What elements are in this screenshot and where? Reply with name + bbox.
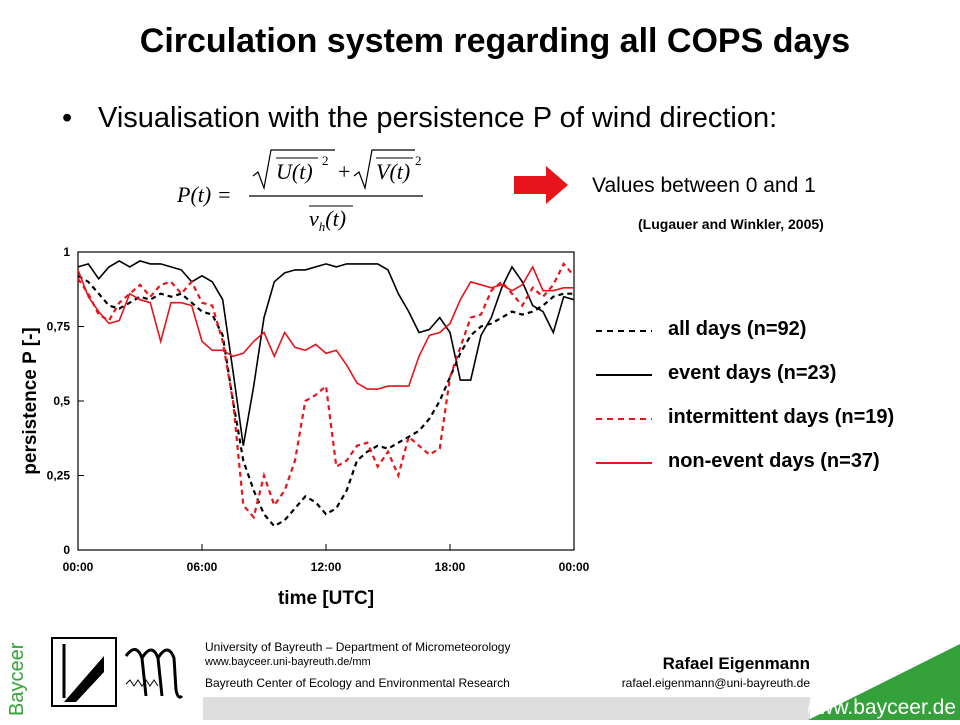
footer-info: University of Bayreuth – Department of M… (205, 640, 510, 691)
bullet-point: • Visualisation with the persistence P of… (62, 102, 777, 135)
series-lines (77, 259, 575, 528)
x-tick-label: 06:00 (187, 560, 218, 574)
values-range-note: Values between 0 and 1 (592, 174, 816, 197)
legend-swatch (596, 374, 652, 376)
formula-denominator: vh(t) (309, 206, 346, 234)
plot-frame (77, 251, 575, 551)
x-tick-label: 00:00 (63, 560, 94, 574)
series-line-1 (77, 274, 574, 528)
y-tick-label: 0,5 (53, 394, 70, 408)
bullet-text: Visualisation with the persistence P of … (98, 102, 778, 134)
citation: (Lugauer and Winkler, 2005) (638, 216, 824, 232)
y-axis: 0 0,25 0,5 0,75 1 (47, 245, 84, 557)
sqrt-sign-u (252, 149, 335, 191)
footer-institution: University of Bayreuth – Department of M… (205, 640, 511, 654)
persistence-chart: 0 0,25 0,5 0,75 1 00:00 06:00 12:00 18:00 00:00 … (0, 238, 600, 618)
bullet-dot: • (62, 102, 73, 134)
legend-swatch (596, 462, 652, 464)
formula-lhs: P(t) = (176, 182, 232, 207)
legend-swatch (596, 330, 652, 332)
y-tick-label: 0,25 (47, 469, 71, 483)
legend-swatch (596, 418, 652, 420)
y-tick-label: 0 (63, 543, 70, 557)
formula-exp-v: 2 (415, 153, 422, 168)
footer-grey-band (203, 697, 810, 720)
persistence-formula: P(t) = U(t) 2 + V(t) 2 vh(t) (175, 148, 425, 238)
x-tick-label: 12:00 (311, 560, 342, 574)
formula-plus: + (338, 159, 350, 184)
green-triangle (808, 644, 960, 720)
x-axis-label: time [UTC] (278, 588, 374, 609)
logo-m-glyph (124, 648, 184, 699)
series-line-2 (77, 259, 575, 446)
logo-diagonal (64, 656, 104, 702)
y-axis-label: persistence P [-] (20, 327, 41, 474)
x-tick-label: 00:00 (559, 560, 590, 574)
y-tick-label: 1 (63, 245, 70, 259)
y-tick-label: 0,75 (47, 320, 71, 334)
arrow-right-icon (514, 166, 568, 204)
footer-department-url[interactable]: www.bayceer.uni-bayreuth.de/mm (205, 656, 371, 668)
legend-label: intermittent days (n=19) (668, 406, 895, 428)
author-name: Rafael Eigenmann (662, 654, 810, 673)
arrow-shape (514, 166, 568, 204)
formula-u: U(t) (276, 159, 313, 184)
bayceer-vertical-text: Bayceer (6, 642, 28, 716)
slide-title: Circulation system regarding all COPS da… (139, 22, 851, 60)
x-axis: 00:00 06:00 12:00 18:00 00:00 (63, 544, 590, 574)
legend-label: all days (n=92) (668, 318, 807, 340)
formula-exp-u: 2 (322, 153, 329, 168)
sqrt-sign-v (353, 149, 415, 191)
formula-v: V(t) (376, 159, 410, 184)
x-tick-label: 18:00 (435, 560, 466, 574)
bayceer-brand-corner[interactable]: www.bayceer.de (802, 644, 960, 720)
legend-label: non-event days (n=37) (668, 450, 880, 472)
series-line-4 (77, 265, 574, 390)
bayceer-url: www.bayceer.de (808, 696, 956, 719)
footer-research-center: Bayreuth Center of Ecology and Environme… (205, 676, 510, 690)
legend-label: event days (n=23) (668, 362, 837, 384)
logo-box (51, 637, 117, 707)
author-email[interactable]: rafael.eigenmann@uni-bayreuth.de (621, 676, 810, 690)
department-logo (50, 636, 185, 708)
bayceer-vertical-logo: Bayceer (3, 632, 29, 720)
series-line-3 (77, 261, 575, 520)
